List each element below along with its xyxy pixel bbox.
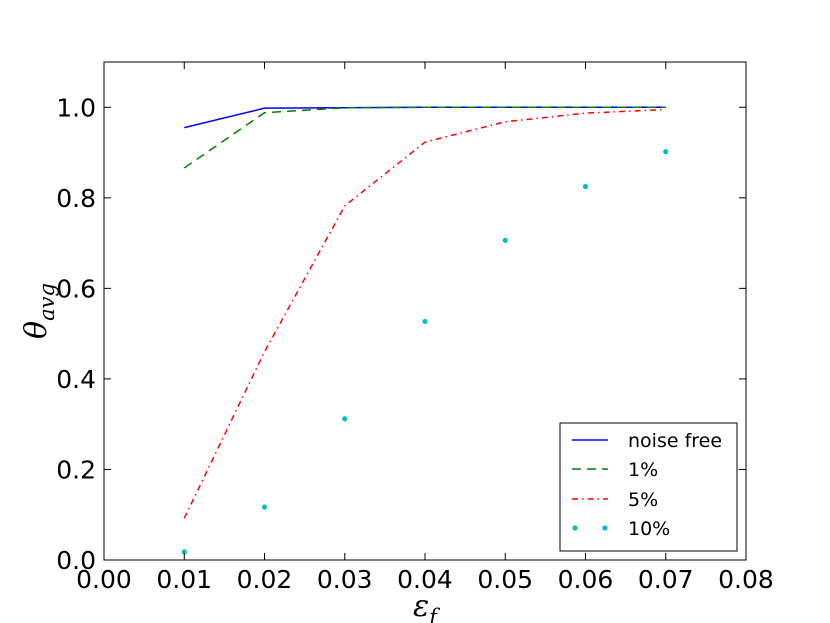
x-tick-label: 0.01 [156, 565, 212, 594]
x-tick-label: 0.02 [237, 565, 293, 594]
point-10pct [422, 318, 428, 325]
legend-label-5pct: 5% [628, 489, 658, 511]
x-axis-label-main: ε [413, 589, 429, 623]
legend-label-10pct: 10% [628, 518, 670, 540]
x-tick-label: 0.04 [397, 565, 453, 594]
legend: noise free 1% 5% 10% [559, 422, 738, 552]
y-tick-label: 0.0 [56, 546, 96, 575]
y-tick-label: 0.2 [56, 455, 96, 484]
y-tick-label: 0.8 [56, 184, 96, 213]
y-axis-label-sub: avg [35, 283, 59, 321]
legend-box [559, 422, 738, 552]
legend-label-noise-free: noise free [628, 430, 722, 452]
legend-marker-10pct-b [602, 525, 608, 531]
y-tick-label: 1.0 [56, 93, 96, 122]
legend-label-1pct: 1% [628, 459, 658, 481]
x-tick-label: 0.05 [477, 565, 533, 594]
x-tick-label: 0.06 [558, 565, 614, 594]
series-line-noise-free [184, 106, 666, 129]
point-10pct [342, 416, 348, 422]
x-tick-label: 0.07 [638, 565, 694, 594]
x-axis-label: εf [413, 589, 440, 623]
series-line-5pct [183, 108, 666, 519]
point-10pct [582, 183, 589, 190]
series-line-1pct [183, 106, 666, 169]
legend-marker-10pct-a [572, 525, 578, 531]
y-tick-label: 0.6 [56, 274, 96, 303]
x-tick-label: 0.03 [317, 565, 373, 594]
x-axis-label-sub: f [427, 605, 440, 623]
y-tick-label: 0.4 [56, 365, 96, 394]
point-10pct [663, 149, 669, 155]
x-tick-label: 0.00 [76, 565, 132, 594]
y-axis-label: θavg [19, 283, 59, 339]
y-axis-label-main: θ [19, 321, 54, 339]
x-tick-label: 0.08 [718, 565, 774, 594]
point-10pct [261, 504, 268, 510]
point-10pct [181, 549, 187, 555]
point-10pct [502, 237, 508, 243]
